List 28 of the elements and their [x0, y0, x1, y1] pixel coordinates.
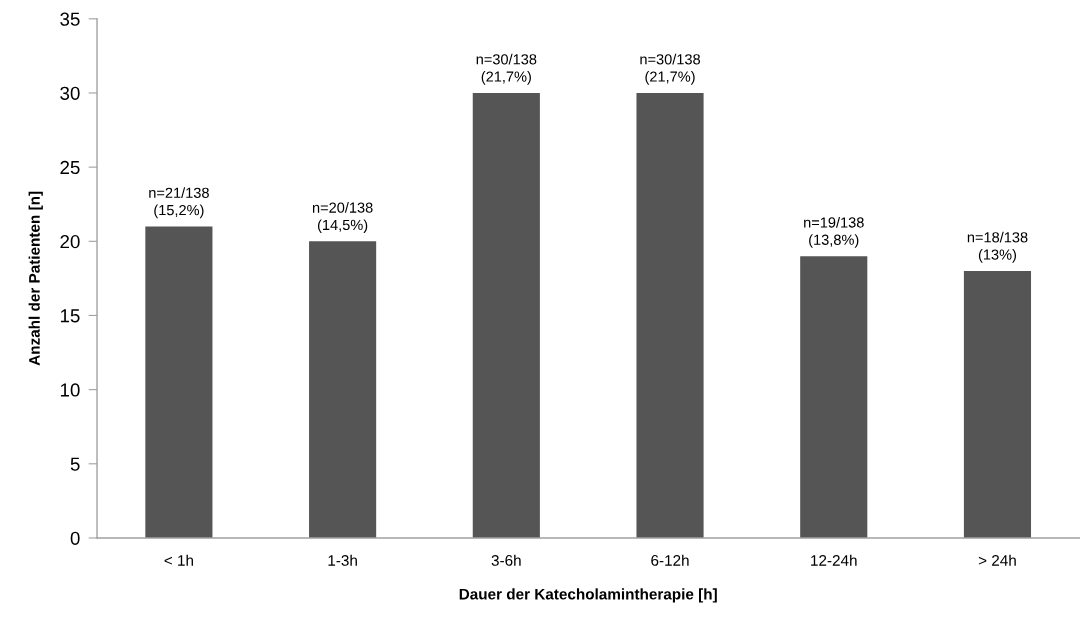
data-label: n=21/138 (15,2%)	[149, 187, 209, 219]
data-label: n=19/138 (13,8%)	[804, 216, 864, 248]
x-tick-label: < 1h	[164, 554, 193, 566]
x-tick-label: 1-3h	[328, 554, 357, 566]
bar	[963, 270, 1032, 538]
y-tick-label: 25	[60, 160, 80, 175]
x-tick-label: 12-24h	[811, 554, 857, 566]
bar	[309, 241, 377, 538]
bar	[145, 226, 213, 538]
bar	[800, 256, 868, 538]
y-tick-label: 0	[70, 531, 80, 545]
x-axis-title: Dauer der Katecholamintherapie [h]	[459, 588, 717, 603]
y-tick-label: 30	[60, 86, 80, 100]
y-tick-label: 20	[60, 235, 80, 249]
y-tick-label: 35	[60, 12, 80, 26]
bar	[636, 92, 704, 538]
y-tick-label: 5	[70, 457, 80, 471]
x-tick-label: > 24h	[978, 554, 1016, 566]
data-label: n=30/138 (21,7%)	[640, 53, 701, 85]
y-tick-label: 10	[60, 383, 80, 397]
y-tick-label: 15	[60, 309, 80, 323]
data-label: n=18/138 (13%)	[967, 231, 1028, 263]
y-axis-title: Anzahl der Patienten [n]	[28, 191, 43, 366]
x-tick-label: 3-6h	[491, 554, 521, 566]
bar	[472, 92, 540, 538]
data-label: n=20/138 (14,5%)	[312, 202, 373, 233]
x-tick-label: 6-12h	[651, 554, 689, 566]
data-label: n=30/138 (21,7%)	[476, 53, 537, 85]
